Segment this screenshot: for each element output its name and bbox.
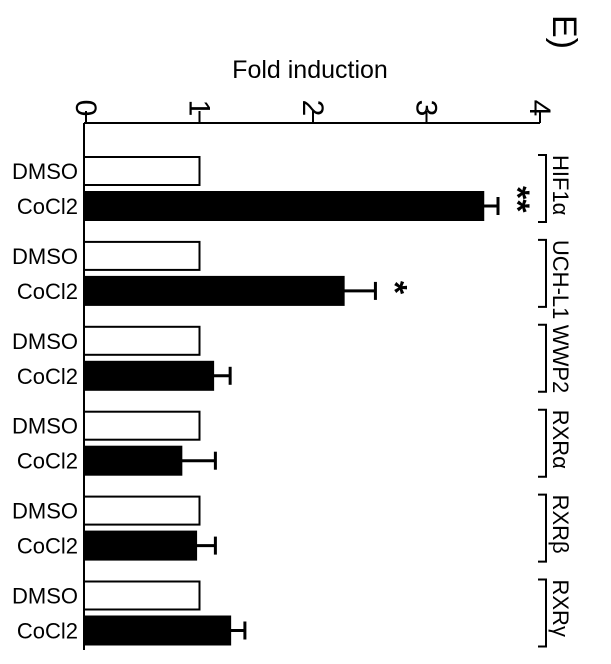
bar-cocl2 xyxy=(83,615,232,646)
x-tick-label: 4 xyxy=(523,100,556,117)
panel-label: E) xyxy=(545,15,583,49)
group-label: WWP2 xyxy=(548,325,573,393)
bar-label: CoCl2 xyxy=(17,619,78,644)
group-bracket xyxy=(538,408,547,478)
bar-label: DMSO xyxy=(12,159,78,184)
significance-marker: * xyxy=(375,281,413,295)
bar-label: CoCl2 xyxy=(17,534,78,559)
bar-cocl2 xyxy=(83,445,183,476)
bar-label: CoCl2 xyxy=(17,449,78,474)
bar-label: CoCl2 xyxy=(17,194,78,219)
bar-cocl2 xyxy=(83,530,198,561)
significance-marker: ** xyxy=(498,186,536,213)
group-bracket xyxy=(538,154,547,223)
group-label: HIF1α xyxy=(548,155,573,216)
x-tick-label: 3 xyxy=(410,100,443,117)
group-label: UCH-L1 xyxy=(548,240,573,319)
bar-label: DMSO xyxy=(12,414,78,439)
bar-dmso xyxy=(83,580,201,611)
x-tick-label: 0 xyxy=(69,100,102,117)
bar-label: DMSO xyxy=(12,244,78,269)
bar-label: DMSO xyxy=(12,499,78,524)
bar-cocl2 xyxy=(83,275,345,306)
x-axis-label: Fold induction xyxy=(232,56,388,84)
x-tick-label: 1 xyxy=(183,100,216,117)
bar-cocl2 xyxy=(83,360,215,391)
x-tick-label: 2 xyxy=(296,100,329,117)
bar-dmso xyxy=(83,410,201,441)
bar-cocl2 xyxy=(83,191,485,221)
group-bracket xyxy=(538,238,547,308)
group-label: RXRβ xyxy=(548,495,573,554)
group-bracket xyxy=(538,493,547,563)
bar-label: DMSO xyxy=(12,584,78,609)
bar-label: CoCl2 xyxy=(17,279,78,304)
group-label: RXRγ xyxy=(548,580,573,637)
bar-dmso xyxy=(83,156,201,186)
group-label: RXRα xyxy=(548,410,573,469)
group-bracket xyxy=(538,578,547,648)
bar-dmso xyxy=(83,325,201,356)
bar-dmso xyxy=(83,495,201,526)
group-bracket xyxy=(538,323,547,393)
bar-label: CoCl2 xyxy=(17,364,78,389)
bar-label: DMSO xyxy=(12,329,78,354)
bar-dmso xyxy=(83,240,201,271)
